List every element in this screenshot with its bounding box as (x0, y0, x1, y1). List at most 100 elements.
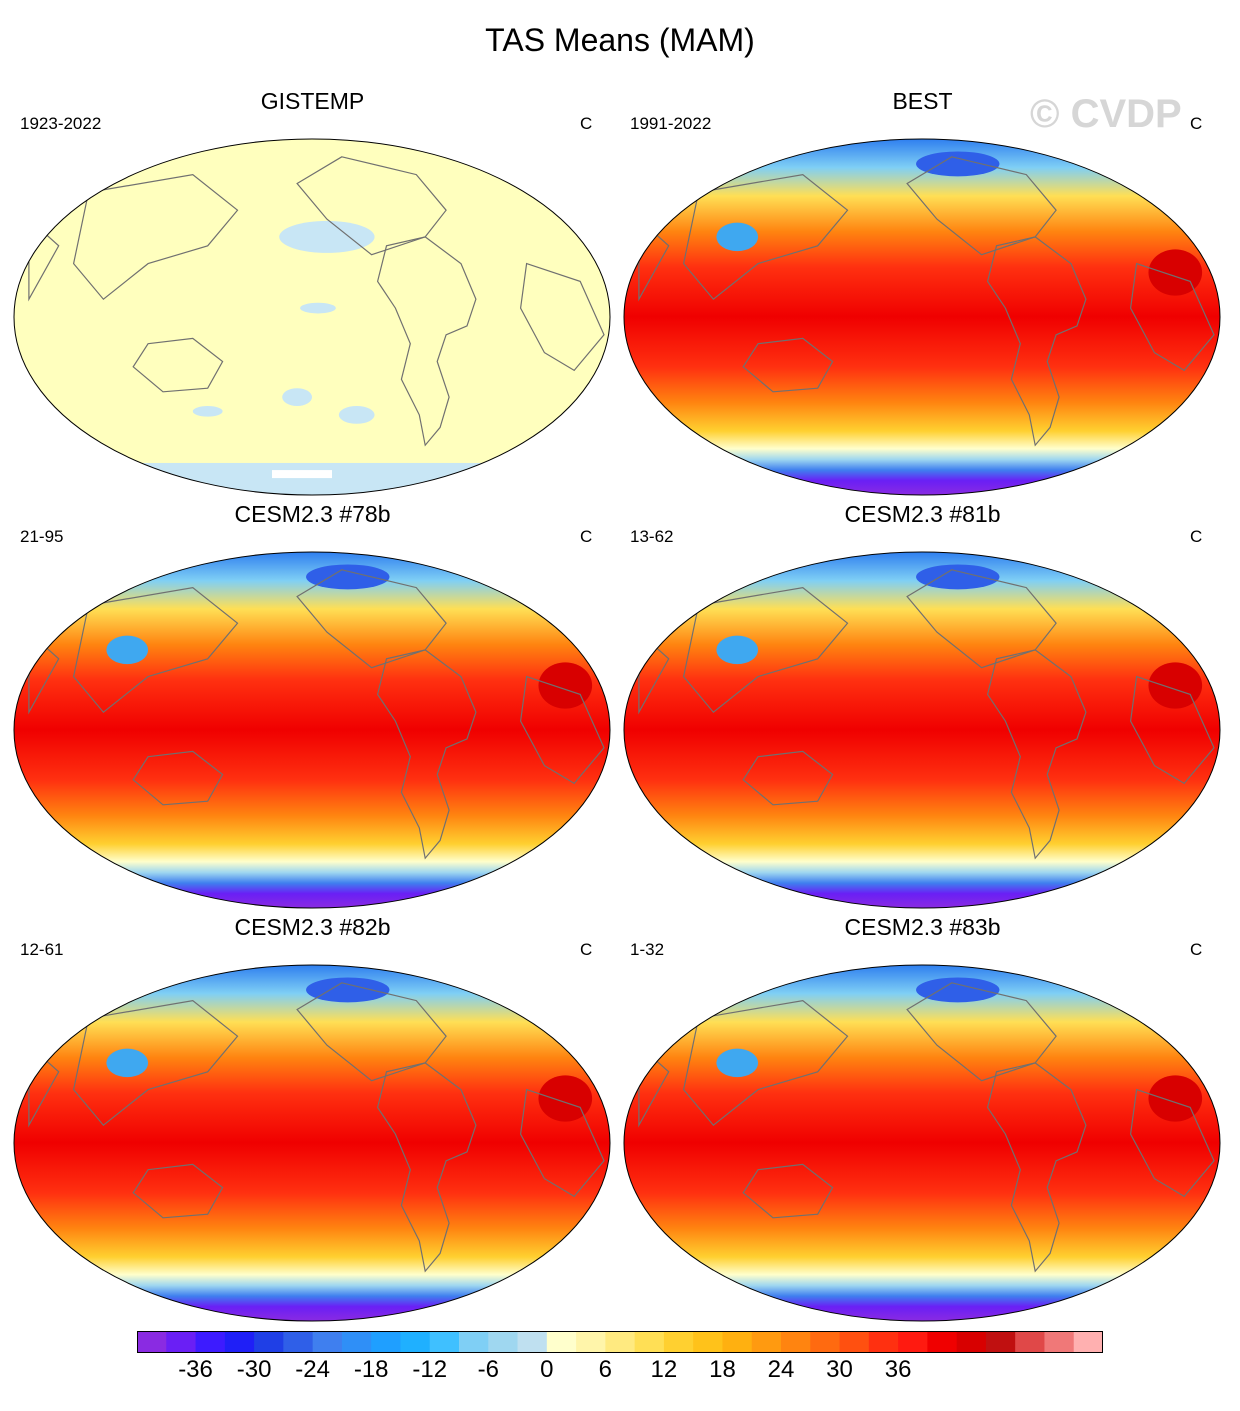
coastline (132, 337, 224, 393)
panel-units: C (1190, 114, 1203, 133)
coastline (296, 569, 447, 669)
colorbar-frame (137, 1331, 1103, 1353)
colorbar-swatch (254, 1331, 284, 1353)
coastline (906, 569, 1057, 669)
coastline (376, 1062, 477, 1273)
colorbar-swatch (1073, 1331, 1103, 1353)
panel-title: BEST (892, 88, 953, 114)
coastline (519, 675, 605, 785)
colorbar-swatch (781, 1331, 811, 1353)
siberia-cold-spot (916, 977, 1000, 1003)
colorbar-swatch (429, 1331, 460, 1353)
colorbar-tick-label: 12 (650, 1356, 678, 1383)
field-background (13, 138, 611, 496)
colorbar-swatch (956, 1331, 987, 1353)
coastline (1129, 675, 1215, 785)
colorbar-swatch (224, 1331, 255, 1353)
colorbar-swatch (693, 1331, 723, 1353)
colorbar-tick-label: 24 (767, 1356, 795, 1383)
colorbar-tick-label: 6 (598, 1356, 613, 1383)
colorbar-swatch (137, 1331, 167, 1353)
coastline (376, 649, 477, 860)
panel-period: 12-61 (20, 940, 64, 959)
colorbar-swatch (517, 1331, 548, 1353)
siberia-cold-spot (306, 564, 390, 590)
colorbar-swatch (1015, 1331, 1045, 1353)
temperature-field (13, 965, 611, 1321)
map-panel-cesm-78b: CESM2.3 #78b 21-95 C (10, 501, 615, 909)
panel-units: C (1190, 940, 1203, 959)
coastline (682, 586, 849, 714)
coastline (906, 156, 1057, 256)
temperature-field (623, 965, 1221, 1321)
map-border (13, 138, 611, 496)
siberia-cold-spot (916, 564, 1000, 590)
map-svg (13, 551, 611, 909)
anomaly-patch (300, 302, 336, 314)
anomaly-patch (338, 406, 375, 424)
colorbar-tick-label: -18 (353, 1356, 389, 1383)
tibet-cold-spot (106, 1048, 149, 1078)
coastline (72, 586, 239, 714)
sahara-hot-spot (538, 1075, 593, 1122)
map-panel-cesm-82b: CESM2.3 #82b 12-61 C (10, 914, 615, 1322)
map-panel-gistemp: GISTEMP 1923-2022 C (10, 88, 615, 496)
colorbar-labels: -36 -30 -24 -18 -12 -6 0 6 12 18 24 30 36 (0, 1356, 1240, 1388)
colorbar-swatch (459, 1331, 489, 1353)
colorbar-tick-label: 36 (884, 1356, 912, 1383)
panel-title: GISTEMP (260, 88, 365, 114)
colorbar-tick-label: -6 (477, 1356, 499, 1383)
map-border (623, 551, 1221, 909)
coastline (742, 1163, 834, 1219)
panel-units: C (580, 114, 593, 133)
colorbar-swatch (722, 1331, 753, 1353)
map-svg (623, 551, 1221, 909)
tibet-cold-spot (716, 222, 759, 252)
coastline (986, 1062, 1087, 1273)
panel-units: C (580, 527, 593, 546)
colorbar-swatch (312, 1331, 343, 1353)
colorbar-swatch (927, 1331, 958, 1353)
colorbar-tick-label: -24 (295, 1356, 330, 1383)
coastline (296, 982, 447, 1082)
missing-data-patch (272, 470, 332, 479)
colorbar-swatch (985, 1331, 1016, 1353)
figure-title: TAS Means (MAM) (485, 22, 755, 58)
panel-units: C (580, 940, 593, 959)
coastline (296, 156, 447, 256)
watermark: © CVDP (1030, 92, 1182, 136)
colorbar-swatch (868, 1331, 899, 1353)
map-svg (623, 964, 1221, 1322)
map-border (13, 551, 611, 909)
siberia-cold-spot (916, 151, 1000, 177)
colorbar-tick-label: 30 (826, 1356, 853, 1383)
colorbar-swatch (839, 1331, 870, 1353)
colorbar (137, 1331, 1103, 1353)
coastline (519, 1088, 605, 1198)
colorbar-swatch (663, 1331, 694, 1353)
panel-title: CESM2.3 #78b (234, 501, 391, 527)
coastline (376, 236, 477, 447)
coastline (906, 982, 1057, 1082)
coastline (72, 173, 239, 301)
panel-title: CESM2.3 #83b (844, 914, 1001, 940)
map-panel-cesm-83b: CESM2.3 #83b 1-32 C (620, 914, 1225, 1322)
coastline (986, 649, 1087, 860)
colorbar-swatch (283, 1331, 314, 1353)
panel-period: 1991-2022 (630, 114, 712, 133)
panel-period: 13-62 (630, 527, 674, 546)
colorbar-swatch (751, 1331, 782, 1353)
anomaly-patch (192, 406, 223, 417)
temperature-field (13, 552, 611, 908)
coastline (132, 1163, 224, 1219)
tibet-cold-spot (106, 635, 149, 665)
colorbar-swatch (546, 1331, 577, 1353)
coastline (682, 173, 849, 301)
coastline (519, 262, 605, 372)
coastline (1129, 262, 1215, 372)
map-panel-cesm-81b: CESM2.3 #81b 13-62 C (620, 501, 1225, 909)
colorbar-swatch (605, 1331, 636, 1353)
colorbar-swatch (1044, 1331, 1075, 1353)
colorbar-swatch (371, 1331, 401, 1353)
panel-title: CESM2.3 #82b (234, 914, 391, 940)
